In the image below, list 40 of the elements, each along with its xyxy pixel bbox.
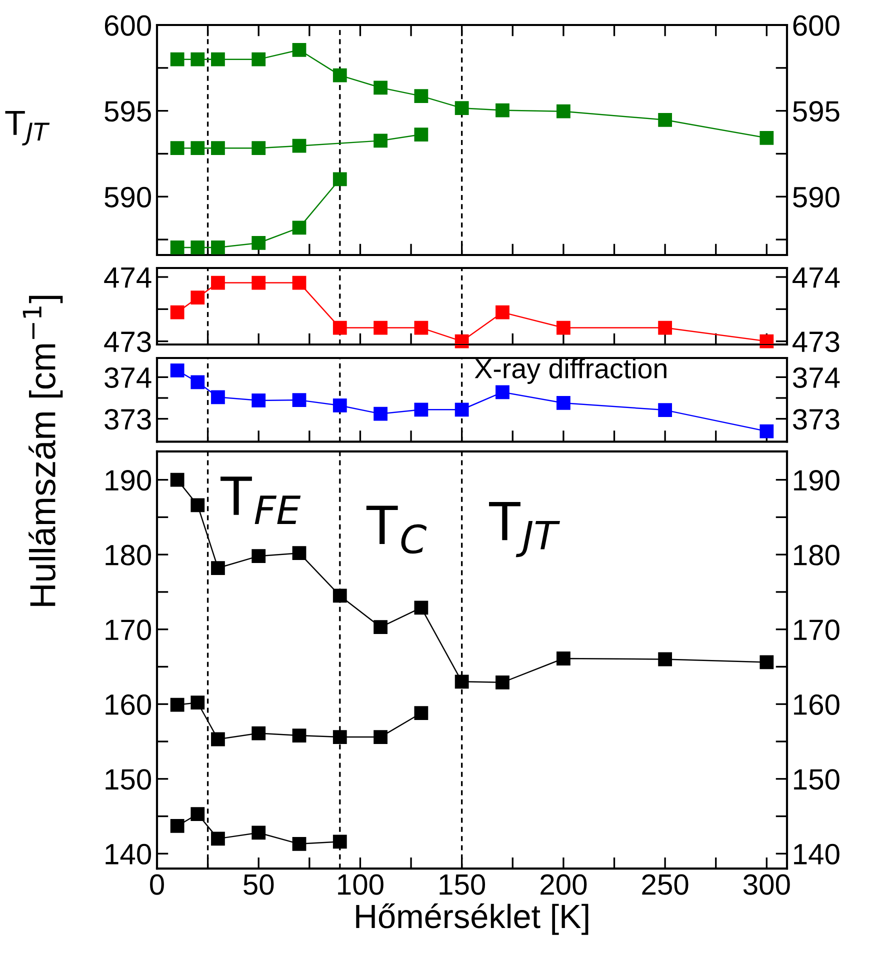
y-tick-label: 600 xyxy=(104,15,152,36)
annotation: T$_{FE}$ xyxy=(220,476,301,524)
y2-tick-label: 140 xyxy=(794,844,840,864)
y2-tick-label: 190 xyxy=(794,470,840,491)
annotation: X-ray diffraction xyxy=(474,358,666,384)
x-tick-label: 50 xyxy=(244,874,274,895)
x-tick-label: 100 xyxy=(338,874,384,895)
y-tick-label: 595 xyxy=(104,101,151,122)
annotation: T$_{C}$ xyxy=(366,506,427,554)
y-tick-label: 373 xyxy=(104,409,151,430)
y2-tick-label: 600 xyxy=(793,15,840,36)
y-tick-label: 190 xyxy=(106,470,152,491)
x-tick-label: 200 xyxy=(540,874,587,895)
y2-tick-label: 180 xyxy=(794,544,840,566)
annotation: T$_{JT}$ xyxy=(489,502,560,558)
y2-tick-label: 373 xyxy=(792,409,840,430)
y2-tick-label: 150 xyxy=(794,769,840,790)
y2-tick-label: 473 xyxy=(792,331,840,352)
y-tick-label: 170 xyxy=(106,620,152,640)
y-tick-label: 180 xyxy=(106,544,152,566)
y2-tick-label: 474 xyxy=(792,268,840,288)
y-axis-title: Hullámszám [cm$^{−1}$] xyxy=(22,296,63,606)
y2-tick-label: 374 xyxy=(792,367,840,388)
y2-tick-label: 170 xyxy=(794,620,840,640)
y-tick-label: 474 xyxy=(104,268,152,288)
y2-tick-label: 590 xyxy=(793,186,840,208)
y-tick-label: 160 xyxy=(106,694,152,715)
y-tick-label: 374 xyxy=(104,367,152,388)
x-tick-label: 150 xyxy=(440,874,486,895)
y2-tick-label: 595 xyxy=(793,101,840,122)
y-tick-label: 590 xyxy=(104,186,152,208)
y-tick-label: 150 xyxy=(106,769,152,790)
y-tick-label: 473 xyxy=(104,331,151,352)
x-tick-label: 250 xyxy=(642,874,688,895)
x-tick-label: 300 xyxy=(743,874,790,895)
x-tick-label: 0 xyxy=(150,874,164,895)
y2-tick-label: 160 xyxy=(794,694,840,715)
text: T$_{JT}$ xyxy=(5,110,50,146)
x-axis-title: Hőmérséklet [K] xyxy=(356,903,588,935)
y-tick-label: 140 xyxy=(106,844,152,864)
